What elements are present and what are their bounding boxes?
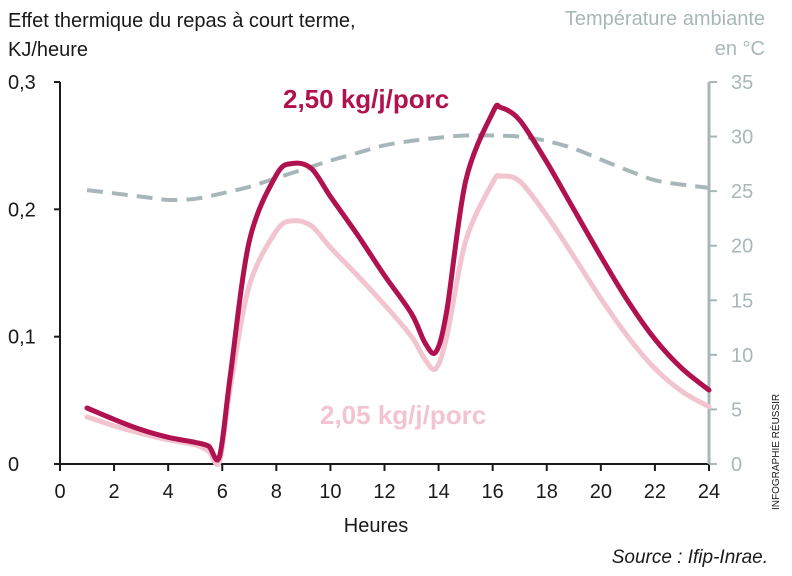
x-tick-label: 6 [217, 481, 228, 503]
x-tick-label: 2 [109, 481, 120, 503]
series-layer [84, 102, 712, 468]
x-tick-label: 14 [427, 481, 449, 503]
x-tick-label: 20 [590, 481, 612, 503]
ticks-layer: 0 2 4 6 8 10 12 14 16 18 20 22 2400,10,20,3051015202… [8, 72, 753, 503]
y-right-tick-label: 25 [731, 181, 753, 203]
x-tick-label: 0 [54, 481, 65, 503]
temperature-line [86, 133, 710, 202]
annotation-low-ration: 2,05 kg/j/porc [320, 400, 486, 430]
x-tick-label: 12 [373, 481, 395, 503]
left-axis-title-line1: Effet thermique du repas à court terme, [8, 10, 356, 32]
series-line-2-50-kg [84, 102, 712, 463]
y-right-tick-label: 35 [731, 72, 753, 94]
series-line-2-05-kg [84, 173, 712, 468]
x-tick-label: 18 [536, 481, 558, 503]
x-tick-label: 24 [698, 481, 720, 503]
x-tick-label: 4 [163, 481, 174, 503]
y-right-tick-label: 20 [731, 236, 753, 258]
right-axis-title-line2: en °C [715, 38, 765, 60]
x-tick-label: 16 [482, 481, 504, 503]
y-left-tick-label: 0,1 [8, 327, 36, 349]
x-tick-label: 8 [271, 481, 282, 503]
x-tick-label: 22 [644, 481, 666, 503]
y-left-tick-label: 0,3 [8, 72, 36, 94]
y-right-tick-label: 0 [731, 454, 742, 476]
y-right-tick-label: 10 [731, 345, 753, 367]
left-axis-title-line2: KJ/heure [8, 39, 88, 61]
y-right-tick-label: 5 [731, 399, 742, 421]
source-note: Source : Ifip-Inrae. [612, 547, 768, 568]
right-axis-title-line1: Température ambiante [565, 8, 765, 30]
y-left-tick-label: 0,2 [8, 199, 36, 221]
infographic-credit: INFOGRAPHIE RÉUSSIR [769, 394, 782, 510]
x-axis-label: Heures [344, 515, 408, 537]
y-left-tick-label: 0 [8, 454, 19, 476]
annotation-high-ration: 2,50 kg/j/porc [283, 84, 449, 114]
y-right-tick-label: 15 [731, 290, 753, 312]
y-right-tick-label: 30 [731, 127, 753, 149]
x-tick-label: 10 [319, 481, 341, 503]
